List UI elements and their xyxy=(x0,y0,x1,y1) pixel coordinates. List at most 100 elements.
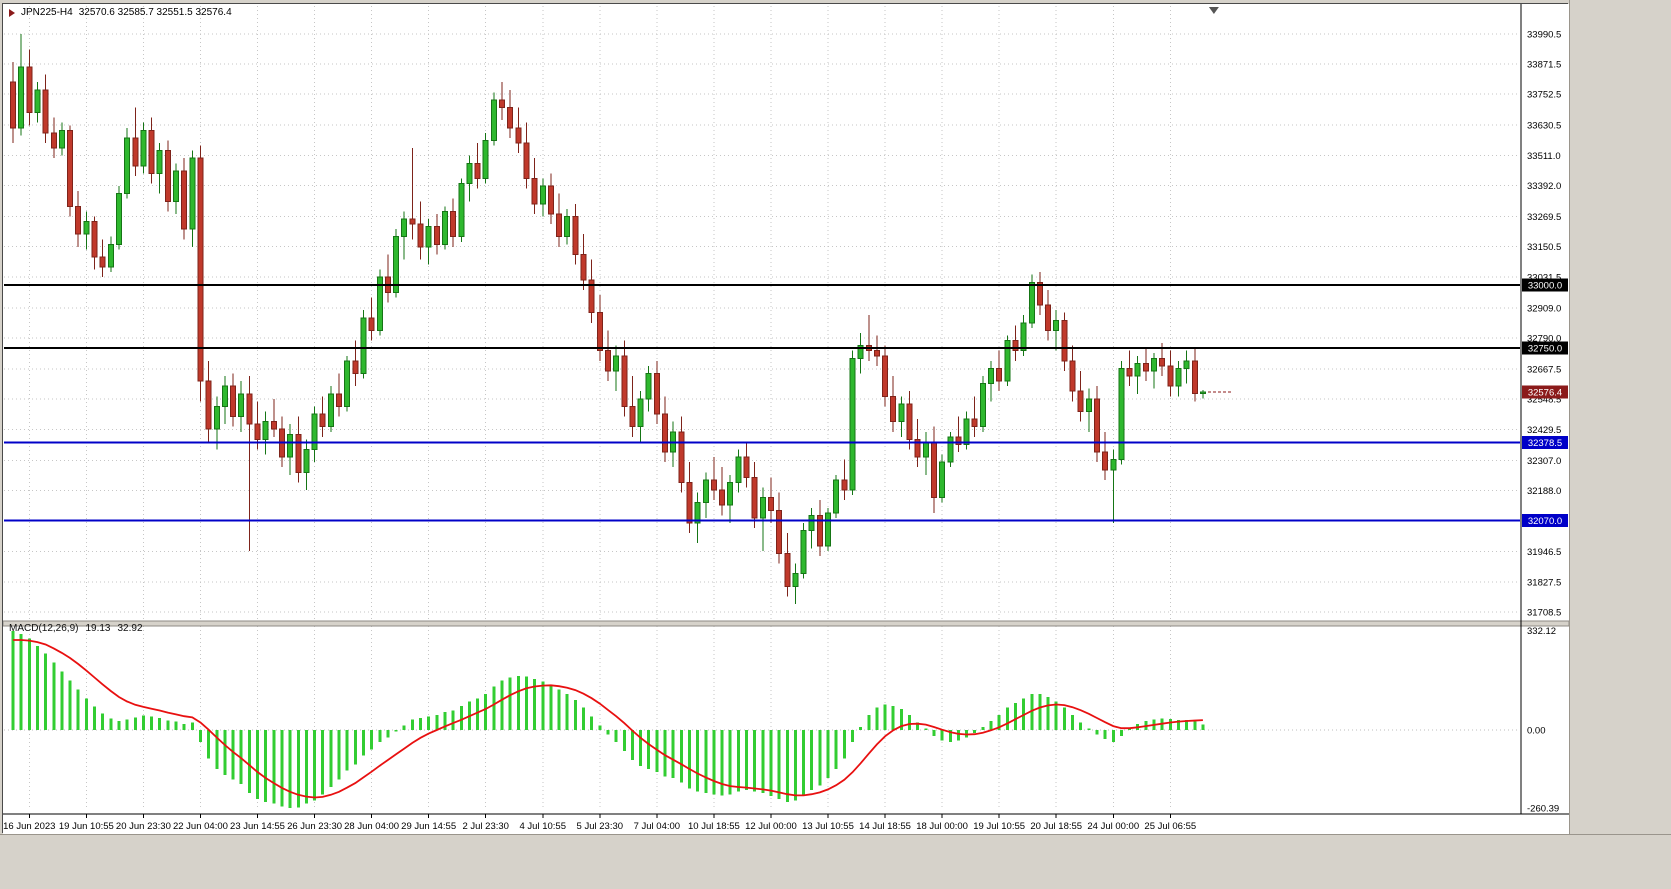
candle-body xyxy=(303,449,310,473)
level-price-box[interactable] xyxy=(1522,435,1568,449)
candle-body xyxy=(531,177,538,205)
macd-histogram-bar xyxy=(614,730,618,742)
macd-histogram-bar xyxy=(1168,719,1172,730)
candle-body xyxy=(825,512,831,547)
macd-histogram-bar xyxy=(215,730,219,769)
panel-separator[interactable] xyxy=(3,620,1569,627)
macd-histogram-bar xyxy=(84,698,88,730)
macd-histogram-bar xyxy=(174,721,178,730)
candle-body xyxy=(784,552,791,587)
candle-body xyxy=(450,210,457,238)
macd-histogram-bar xyxy=(769,730,773,796)
candle-body xyxy=(743,456,750,478)
candle-body xyxy=(645,373,652,400)
macd-histogram-bar xyxy=(908,715,911,730)
price-tick-label: 33752.5 xyxy=(1527,90,1561,101)
candle-body xyxy=(262,421,269,440)
macd-histogram-bar xyxy=(198,730,202,742)
macd-histogram-bar xyxy=(981,727,985,730)
price-chart-canvas[interactable]: 33990.5 33871.5 33752.5 33630.5 33511.0 33392… xyxy=(3,4,1569,834)
macd-main-value: 19.13 xyxy=(85,623,111,634)
candle-body xyxy=(1175,367,1182,387)
macd-histogram-bar xyxy=(141,715,145,730)
candle-body xyxy=(1045,304,1052,331)
candle-body xyxy=(930,441,937,499)
candle-body xyxy=(890,395,897,423)
macd-histogram-bar xyxy=(272,730,276,804)
time-axis-label: 10 Jul 18:55 xyxy=(688,821,740,832)
macd-histogram-bar xyxy=(492,686,496,730)
price-tick-label: 32188.0 xyxy=(1527,486,1561,497)
candle-body xyxy=(1151,357,1157,372)
macd-histogram-bar xyxy=(11,631,15,730)
macd-histogram-bar xyxy=(508,677,512,730)
candle-body xyxy=(580,253,587,281)
macd-histogram-bar xyxy=(647,730,651,769)
candle-body xyxy=(564,215,571,238)
candle-body xyxy=(735,456,742,483)
macd-histogram-bar xyxy=(655,730,659,772)
candle-body xyxy=(164,150,171,202)
time-axis-label: 22 Jun 04:00 xyxy=(173,821,228,832)
bid-price-box[interactable] xyxy=(1522,385,1568,399)
candle-body xyxy=(344,360,351,407)
candle-body xyxy=(678,431,685,483)
candle-body xyxy=(18,66,25,129)
macd-tick-label: 0.00 xyxy=(1527,726,1546,737)
candle-body xyxy=(727,481,734,506)
macd-histogram-bar xyxy=(630,730,634,760)
macd-histogram-bar xyxy=(443,712,447,730)
macd-histogram-bar xyxy=(402,725,406,730)
macd-histogram-bar xyxy=(745,730,748,790)
candle-body xyxy=(140,129,147,167)
price-tick-label: 32909.0 xyxy=(1527,303,1561,314)
macd-histogram-bar xyxy=(785,730,789,802)
time-axis-label: 4 Jul 10:55 xyxy=(520,821,566,832)
macd-histogram-bar xyxy=(1087,728,1091,730)
price-tick-label: 32429.5 xyxy=(1527,425,1561,436)
price-tick-label: 32548.5 xyxy=(1527,395,1561,406)
macd-histogram-bar xyxy=(761,730,765,793)
chart-shift-marker-icon[interactable] xyxy=(1208,7,1219,14)
candle-body xyxy=(621,355,628,407)
macd-tick-label: -260.39 xyxy=(1527,804,1559,815)
candle-body xyxy=(107,243,114,268)
candle-body xyxy=(58,129,65,149)
level-price-label: 32070.0 xyxy=(1528,516,1562,527)
macd-histogram-bar xyxy=(207,730,211,759)
candle-body xyxy=(181,170,188,230)
macd-histogram-bar xyxy=(687,730,691,789)
macd-histogram-bar xyxy=(239,730,243,784)
macd-histogram-bar xyxy=(720,730,724,796)
macd-histogram-bar xyxy=(1005,707,1009,730)
macd-histogram-bar xyxy=(867,715,871,730)
macd-histogram-bar xyxy=(419,718,422,730)
time-axis-label: 13 Jul 10:55 xyxy=(802,821,854,832)
level-price-box[interactable] xyxy=(1522,278,1568,292)
macd-histogram-bar xyxy=(557,689,561,730)
macd-histogram-bar xyxy=(500,680,504,730)
macd-histogram-bar xyxy=(1201,724,1205,730)
chart-window[interactable]: 33990.5 33871.5 33752.5 33630.5 33511.0 33392… xyxy=(2,3,1569,834)
candle-body xyxy=(360,317,367,375)
macd-histogram-bar xyxy=(541,681,545,730)
candle-body xyxy=(75,205,82,235)
candle-body xyxy=(653,373,660,415)
macd-histogram-bar xyxy=(247,730,251,793)
candle-body xyxy=(409,218,416,225)
level-price-box[interactable] xyxy=(1522,513,1568,527)
candle-body xyxy=(1004,340,1011,382)
candle-body xyxy=(841,479,848,491)
candle-body xyxy=(401,218,408,238)
macd-histogram-bar xyxy=(484,694,488,730)
macd-histogram-bar xyxy=(109,718,113,730)
level-price-box[interactable] xyxy=(1522,341,1568,355)
macd-histogram-bar xyxy=(44,653,48,730)
macd-histogram-bar xyxy=(704,730,708,793)
macd-histogram-bar xyxy=(582,707,585,730)
candle-body xyxy=(963,418,970,445)
macd-histogram-bar xyxy=(590,716,594,730)
candle-body xyxy=(539,185,546,205)
macd-histogram-bar xyxy=(997,715,1001,730)
macd-histogram-bar xyxy=(940,730,944,741)
